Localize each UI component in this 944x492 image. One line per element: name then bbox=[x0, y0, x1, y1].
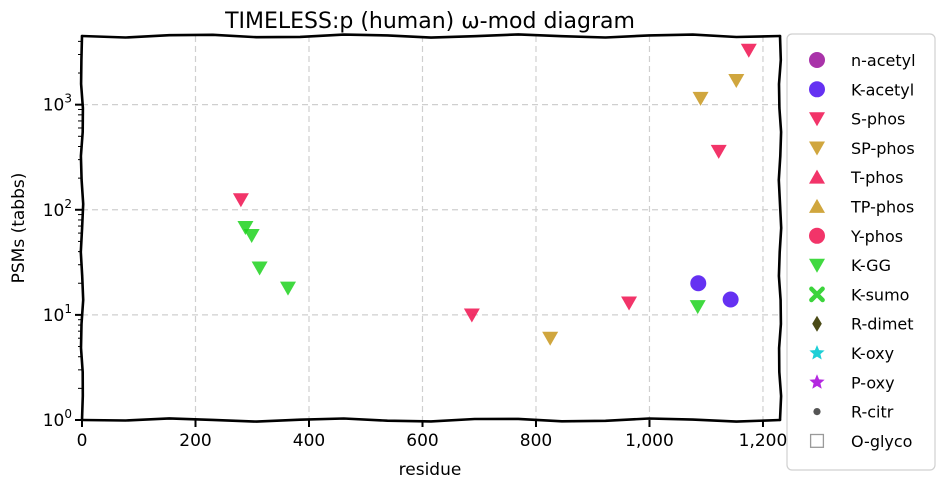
legend-entry: K-GG bbox=[809, 256, 891, 275]
y-axis-label: PSMs (tabbs) bbox=[9, 173, 29, 284]
data-point-K-GG bbox=[237, 220, 254, 235]
data-point-S-phos bbox=[621, 296, 638, 311]
legend-entry: K-oxy bbox=[809, 344, 894, 363]
legend-label: n-acetyl bbox=[851, 51, 916, 70]
data-point-K-acetyl bbox=[690, 275, 707, 292]
legend-label: S-phos bbox=[851, 110, 905, 129]
data-points bbox=[232, 43, 757, 346]
data-point-S-phos bbox=[232, 193, 249, 208]
legend-marker-P-oxy bbox=[809, 374, 825, 389]
legend-label: R-citr bbox=[851, 403, 894, 422]
legend-label: K-oxy bbox=[851, 344, 894, 363]
data-point-SP-phos bbox=[542, 331, 559, 346]
legend-label: R-dimet bbox=[851, 315, 914, 334]
legend-entry: SP-phos bbox=[809, 139, 915, 158]
legend-entry: R-dimet bbox=[812, 315, 914, 334]
legend-marker-K-oxy bbox=[809, 345, 825, 360]
legend-marker-n-acetyl bbox=[809, 52, 825, 68]
legend-entry: O-glyco bbox=[809, 432, 912, 451]
data-point-K-GG bbox=[279, 281, 296, 296]
legend-entry: K-acetyl bbox=[809, 80, 914, 99]
legend-label: T-phos bbox=[850, 168, 904, 187]
legend-entry: S-phos bbox=[809, 110, 905, 129]
data-point-K-GG bbox=[251, 261, 268, 276]
legend-entry: R-citr bbox=[813, 403, 894, 422]
legend-label: K-sumo bbox=[851, 285, 909, 304]
frame-top bbox=[80, 33, 782, 39]
legend-entry: P-oxy bbox=[809, 373, 895, 392]
y-axis-ticks: 100 101 102 103 bbox=[43, 40, 82, 431]
legend-marker-TP-phos bbox=[809, 198, 825, 213]
x-tick-label: 1,200 bbox=[739, 431, 788, 451]
legend-label: O-glyco bbox=[851, 432, 912, 451]
y-tick-label: 103 bbox=[43, 92, 72, 116]
legend: n-acetyl K-acetyl S-phos SP-phos T-phos TP-ph… bbox=[786, 33, 936, 471]
legend-marker-K-acetyl bbox=[809, 81, 825, 98]
legend-entry: n-acetyl bbox=[809, 51, 916, 70]
chart-grid bbox=[82, 36, 780, 420]
data-point-K-GG bbox=[689, 300, 706, 315]
data-point-K-acetyl bbox=[722, 291, 739, 308]
legend-marker-SP-phos bbox=[809, 141, 825, 156]
legend-label: P-oxy bbox=[851, 373, 895, 392]
legend-marker-K-sumo bbox=[809, 286, 825, 303]
x-tick-label: 1,000 bbox=[625, 431, 674, 451]
data-point-S-phos bbox=[710, 144, 727, 159]
data-point-K-GG bbox=[243, 229, 260, 244]
x-tick-label: 200 bbox=[179, 431, 211, 451]
frame-right bbox=[777, 34, 783, 422]
frame-left bbox=[79, 34, 85, 422]
legend-label: SP-phos bbox=[851, 139, 915, 158]
data-point-S-phos bbox=[740, 43, 757, 58]
legend-entry: TP-phos bbox=[809, 198, 914, 217]
data-point-S-phos bbox=[463, 308, 480, 323]
legend-label: K-acetyl bbox=[851, 80, 914, 99]
legend-marker-R-dimet bbox=[812, 315, 822, 332]
legend-label: TP-phos bbox=[850, 198, 914, 217]
legend-entry: T-phos bbox=[809, 168, 904, 187]
legend-marker-O-glyco bbox=[809, 433, 825, 448]
legend-marker-T-phos bbox=[809, 169, 825, 184]
plot-frame bbox=[79, 33, 783, 423]
data-point-SP-phos bbox=[728, 74, 745, 89]
x-tick-label: 600 bbox=[406, 431, 438, 451]
y-tick-label: 100 bbox=[43, 407, 72, 431]
legend-entry: K-sumo bbox=[809, 285, 909, 304]
data-point-SP-phos bbox=[692, 91, 709, 106]
legend-entry: Y-phos bbox=[809, 227, 903, 246]
x-tick-label: 400 bbox=[293, 431, 325, 451]
y-tick-label: 101 bbox=[43, 302, 72, 326]
y-tick-label: 102 bbox=[43, 197, 72, 221]
legend-marker-Y-phos bbox=[809, 227, 825, 244]
legend-label: K-GG bbox=[851, 256, 891, 275]
legend-label: Y-phos bbox=[850, 227, 903, 246]
legend-marker-R-citr bbox=[813, 408, 821, 416]
x-tick-label: 800 bbox=[520, 431, 552, 451]
legend-marker-S-phos bbox=[809, 112, 825, 127]
x-axis-label: residue bbox=[399, 460, 462, 480]
chart-title: TIMELESS:p (human) ω-mod diagram bbox=[224, 9, 635, 34]
x-tick-label: 0 bbox=[77, 431, 88, 451]
frame-bottom bbox=[80, 417, 782, 423]
legend-marker-K-GG bbox=[809, 258, 825, 273]
x-axis-ticks: 0 200 400 600 800 1,000 1,200 bbox=[77, 420, 788, 451]
